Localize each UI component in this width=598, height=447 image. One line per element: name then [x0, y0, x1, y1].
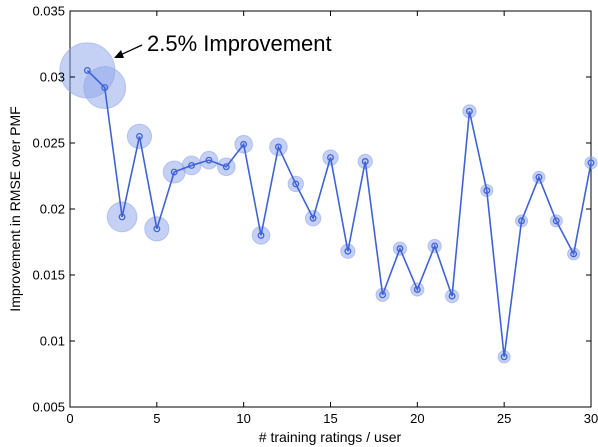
data-point-9: [222, 163, 230, 171]
y-tick-label: 0.035: [32, 4, 65, 19]
data-point-13: [292, 180, 300, 188]
x-tick-label: 15: [323, 411, 337, 426]
data-point-14: [309, 214, 317, 222]
y-tick-label: 0.015: [32, 268, 65, 283]
data-point-7: [188, 161, 196, 169]
plot-area: [69, 10, 592, 408]
annotation: 2.5% Improvement: [114, 31, 332, 58]
y-tick-label: 0.01: [40, 334, 65, 349]
markers-layer: [83, 66, 595, 361]
data-point-10: [240, 140, 248, 148]
data-point-23: [465, 107, 473, 115]
x-tick-label: 10: [236, 411, 250, 426]
y-tick-label: 0.005: [32, 400, 65, 415]
x-tick-label: 20: [410, 411, 424, 426]
data-point-19: [396, 245, 404, 253]
data-point-21: [431, 242, 439, 250]
data-point-16: [344, 247, 352, 255]
y-tick-label: 0.03: [40, 70, 65, 85]
data-point-4: [136, 132, 143, 140]
data-point-11: [257, 231, 265, 239]
y-axis-label: Improvement in RMSE over PMF: [7, 106, 23, 311]
data-point-27: [535, 173, 543, 181]
data-point-18: [379, 291, 387, 299]
data-point-15: [327, 154, 334, 161]
tick-labels-layer: 0 5 10 15 20 25 30 0.005 0.01 0.015 0.02 0.025 0.03 0…: [32, 4, 598, 427]
series-line: [86, 69, 592, 357]
data-point-8: [205, 156, 213, 164]
x-tick-label: 30: [584, 411, 598, 426]
y-tick-label: 0.025: [32, 136, 65, 151]
bubbles-layer: [59, 42, 598, 364]
data-point-29: [570, 250, 578, 258]
x-tick-label: 5: [153, 411, 160, 426]
data-point-6: [170, 168, 178, 176]
data-point-2: [101, 84, 109, 92]
data-point-12: [274, 143, 282, 151]
y-tick-label: 0.02: [40, 202, 65, 217]
data-point-25: [500, 353, 508, 361]
data-point-24: [483, 187, 491, 194]
data-point-26: [518, 217, 525, 225]
data-point-17: [361, 158, 369, 165]
data-point-22: [448, 292, 456, 300]
annotation-arrowhead: [114, 50, 124, 58]
annotation-text: 2.5% Improvement: [147, 31, 332, 56]
data-point-28: [552, 217, 560, 225]
data-point-5: [153, 225, 161, 233]
x-tick-label: 0: [66, 411, 73, 426]
data-point-1: [83, 66, 91, 74]
x-tick-label: 25: [497, 411, 511, 426]
data-point-30: [587, 159, 595, 167]
x-axis-label: # training ratings / user: [259, 429, 402, 445]
ticks-layer: [69, 10, 592, 408]
data-point-20: [413, 286, 421, 293]
data-point-3: [118, 213, 126, 221]
